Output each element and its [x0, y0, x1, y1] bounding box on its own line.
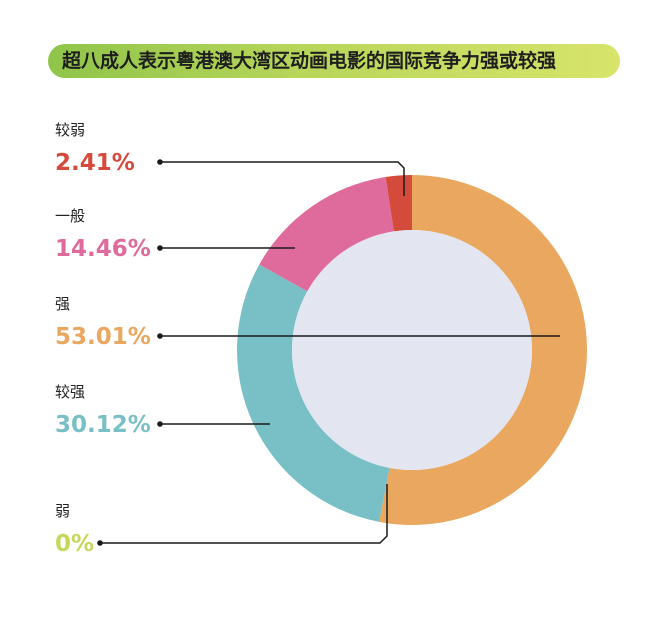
category-label-0: 较弱 — [55, 121, 85, 139]
donut-slice-1 — [237, 264, 390, 522]
donut-center — [292, 230, 532, 470]
percent-label-3: 30.12% — [55, 412, 151, 438]
category-label-3: 较强 — [55, 383, 85, 401]
donut-slice-0 — [379, 175, 587, 525]
leader-dot-4 — [97, 540, 103, 546]
leader-line-0 — [160, 161, 405, 196]
leader-dot-0 — [157, 159, 163, 165]
donut-slice-4 — [385, 175, 412, 232]
category-label-2: 强 — [55, 295, 70, 313]
category-label-1: 一般 — [55, 207, 85, 225]
leader-dot-1 — [157, 245, 163, 251]
leader-dot-3 — [157, 421, 163, 427]
percent-label-1: 14.46% — [55, 236, 151, 262]
leader-dot-2 — [157, 333, 163, 339]
leader-line-4 — [100, 484, 388, 544]
donut-slice-3 — [259, 177, 394, 292]
percent-label-0: 2.41% — [55, 150, 135, 176]
percent-label-4: 0% — [55, 531, 94, 557]
percent-label-2: 53.01% — [55, 324, 151, 350]
chart-title: 超八成人表示粤港澳大湾区动画电影的国际竞争力强或较强 — [62, 50, 557, 72]
category-label-4: 弱 — [55, 502, 70, 520]
title-banner — [48, 44, 620, 78]
